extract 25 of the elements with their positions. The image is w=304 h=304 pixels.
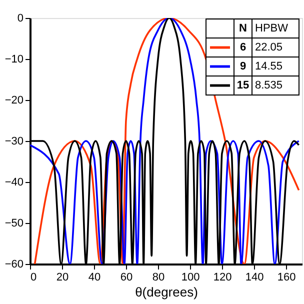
x-tick-label: 60	[120, 272, 133, 284]
annotation: HPBW	[255, 22, 289, 34]
annotation: 22.05	[255, 42, 283, 54]
annotation: 8.535	[255, 80, 283, 92]
y-tick-label: −50	[4, 218, 24, 230]
x-axis-title: θ(degrees)	[135, 284, 198, 300]
x-tick-label: 80	[152, 272, 165, 284]
x-tick-label: 100	[181, 272, 200, 284]
x-tick-label: 20	[56, 272, 69, 284]
x-tick-label: 0	[30, 272, 37, 284]
y-tick-label: −20	[4, 94, 24, 106]
x-tick-label: 140	[245, 272, 264, 284]
y-tick-label: −10	[4, 54, 24, 66]
x-tick-label: 160	[277, 272, 296, 284]
y-tick-label: −40	[4, 176, 24, 188]
x-tick-label: 40	[88, 272, 101, 284]
y-tick-label: −60	[4, 258, 24, 270]
y-tick-label: −30	[4, 136, 24, 148]
legend-label: 15	[236, 80, 250, 92]
x-tick-label: 120	[213, 272, 232, 284]
y-tick-label: 0	[17, 12, 24, 24]
legend-title: N	[239, 22, 248, 34]
legend-label: 9	[240, 60, 246, 72]
legend-label: 6	[240, 42, 246, 54]
annotation: 14.55	[255, 60, 283, 72]
